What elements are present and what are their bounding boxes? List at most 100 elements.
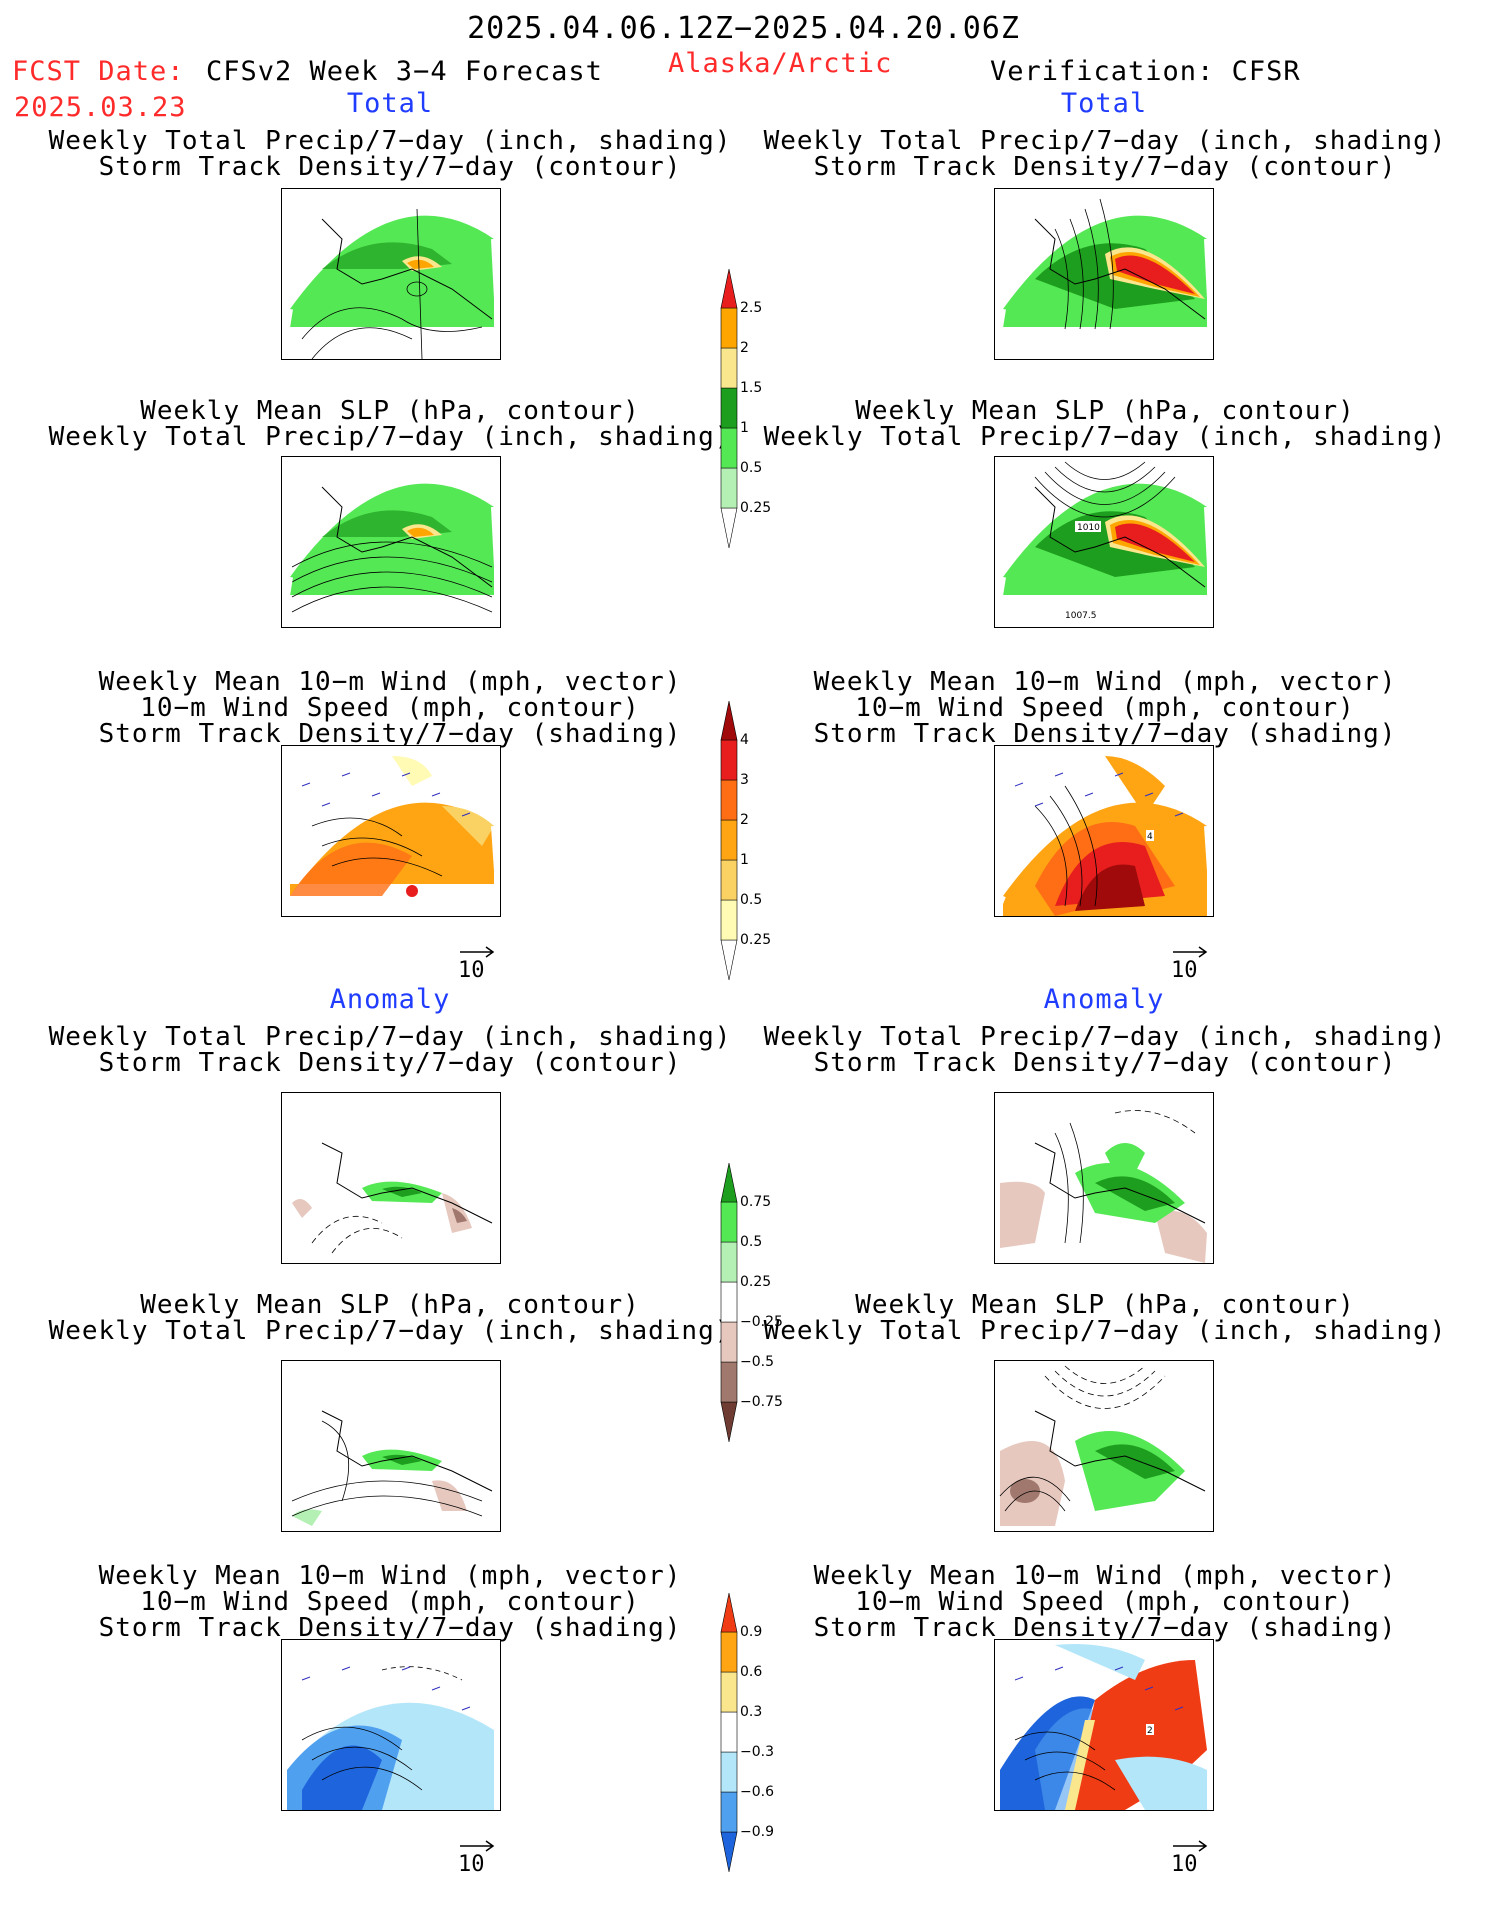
- storm_total-swatches: [720, 700, 738, 981]
- title-r2-a: Weekly Mean SLP (hPa, contour): [855, 396, 1355, 426]
- title-l6-c: Storm Track Density/7−day (shading): [98, 1613, 682, 1643]
- storm_anom-label: 0.9: [740, 1624, 763, 1640]
- title-r4-b: Storm Track Density/7−day (contour): [813, 1048, 1397, 1078]
- storm_total-label: 2: [740, 812, 749, 828]
- precip_total-label: 1.5: [740, 380, 763, 396]
- fcst-date-label: FCST Date:: [12, 56, 185, 87]
- storm_total-label: 3: [740, 772, 749, 788]
- storm_anom-swatches: [720, 1592, 738, 1873]
- colorbar-precip-total: 0.25 0.5 1 1.5 2 2.5: [720, 268, 800, 549]
- title-l6-a: Weekly Mean 10−m Wind (mph, vector): [98, 1561, 682, 1591]
- precip_anom-swatch-2: [720, 1321, 738, 1363]
- vector-ref-label: 10: [1171, 958, 1198, 983]
- title-l4-b: Storm Track Density/7−day (contour): [98, 1048, 682, 1078]
- storm_total-label: 4: [740, 732, 749, 748]
- title-l4-a: Weekly Total Precip/7−day (inch, shading…: [48, 1022, 732, 1052]
- title-l2-b: Weekly Total Precip/7−day (inch, shading…: [48, 422, 732, 452]
- precip_total-swatch-3: [720, 387, 738, 429]
- storm_anom-swatch-0: [720, 1831, 738, 1873]
- precip_anom-label: 0.75: [740, 1194, 772, 1210]
- section-anomaly-left: Anomaly: [329, 984, 451, 1015]
- title-r2-b: Weekly Total Precip/7−day (inch, shading…: [763, 422, 1447, 452]
- map-anom-slp-precip-observed: [994, 1360, 1214, 1532]
- precip_total-label: 2: [740, 340, 749, 356]
- precip_anom-swatches: [720, 1162, 738, 1443]
- colorbar-storm-anom: −0.9 −0.6 −0.3 0.3 0.6 0.9: [720, 1592, 800, 1873]
- title-r4-a: Weekly Total Precip/7−day (inch, shading…: [763, 1022, 1447, 1052]
- map-anom-slp-precip-forecast: [281, 1360, 501, 1532]
- title-l6-b: 10−m Wind Speed (mph, contour): [140, 1587, 640, 1617]
- wind-anom-label-2: 2: [1147, 1726, 1153, 1736]
- precip_total-label: 0.5: [740, 460, 763, 476]
- storm_total-swatch-5: [720, 739, 738, 781]
- title-l3-c: Storm Track Density/7−day (shading): [98, 719, 682, 749]
- storm_anom-label: −0.6: [740, 1784, 774, 1800]
- map-total-slp-precip-observed: 1010 1007.5: [994, 456, 1214, 628]
- product-title: CFSv2 Week 3−4 Forecast: [206, 56, 603, 87]
- precip_anom-label: 0.5: [740, 1234, 763, 1250]
- storm_anom-label: 0.6: [740, 1664, 763, 1680]
- storm_anom-label: −0.9: [740, 1824, 774, 1840]
- precip_total-label: 0.25: [740, 500, 772, 516]
- vector-ref-total-right: 10: [1171, 944, 1211, 984]
- colorbar-precip-anom: −0.75 −0.5 −0.25 0.25 0.5 0.75: [720, 1162, 800, 1443]
- title-r5-b: Weekly Total Precip/7−day (inch, shading…: [763, 1316, 1447, 1346]
- vector-ref-anom-left: 10: [458, 1838, 498, 1878]
- map-total-wind-forecast: [281, 745, 501, 917]
- fcst-date: 2025.03.23: [14, 92, 187, 123]
- storm_anom-swatch-1: [720, 1791, 738, 1833]
- storm_total-swatch-1: [720, 899, 738, 941]
- vector-ref-label: 10: [1171, 1852, 1198, 1877]
- precip_anom-swatch-0: [720, 1401, 738, 1443]
- precip_total-swatch-1: [720, 467, 738, 509]
- title-r1-a: Weekly Total Precip/7−day (inch, shading…: [763, 126, 1447, 156]
- map-anom-wind-forecast: [281, 1639, 501, 1811]
- map-anom-precip-storm-observed: [994, 1092, 1214, 1264]
- vector-ref-anom-right: 10: [1171, 1838, 1211, 1878]
- storm_total-label: 1: [740, 852, 749, 868]
- title-r1-b: Storm Track Density/7−day (contour): [813, 152, 1397, 182]
- vector-ref-label: 10: [458, 958, 485, 983]
- precip_total-swatch-5: [720, 307, 738, 349]
- vector-ref-total-left: 10: [458, 944, 498, 984]
- title-r3-b: 10−m Wind Speed (mph, contour): [855, 693, 1355, 723]
- title-r6-c: Storm Track Density/7−day (shading): [813, 1613, 1397, 1643]
- storm_total-label: 0.25: [740, 932, 772, 948]
- title-l1-b: Storm Track Density/7−day (contour): [98, 152, 682, 182]
- storm_anom-label: −0.3: [740, 1744, 774, 1760]
- title-l2-a: Weekly Mean SLP (hPa, contour): [140, 396, 640, 426]
- precip_anom-swatch-1: [720, 1361, 738, 1403]
- precip_anom-swatch-3: [720, 1281, 738, 1323]
- title-l3-a: Weekly Mean 10−m Wind (mph, vector): [98, 667, 682, 697]
- storm_anom-label: 0.3: [740, 1704, 763, 1720]
- title-r3-a: Weekly Mean 10−m Wind (mph, vector): [813, 667, 1397, 697]
- precip_anom-swatch-6: [720, 1162, 738, 1203]
- storm_anom-swatch-3: [720, 1711, 738, 1753]
- slp-label-1007: 1007.5: [1065, 611, 1097, 621]
- storm_total-swatch-6: [720, 700, 738, 741]
- title-l1-a: Weekly Total Precip/7−day (inch, shading…: [48, 126, 732, 156]
- precip_total-swatch-4: [720, 347, 738, 389]
- precip_total-label: 2.5: [740, 300, 763, 316]
- title-r3-c: Storm Track Density/7−day (shading): [813, 719, 1397, 749]
- map-total-wind-observed: 4: [994, 745, 1214, 917]
- precip_anom-label: −0.75: [740, 1394, 783, 1410]
- region-title: Alaska/Arctic: [668, 48, 893, 79]
- precip_anom-label: −0.25: [740, 1314, 783, 1330]
- precip_total-swatch-6: [720, 268, 738, 309]
- storm_anom-swatch-2: [720, 1751, 738, 1793]
- colorbar-storm-total: 0.25 0.5 1 2 3 4: [720, 700, 800, 981]
- map-total-precip-storm-observed: [994, 188, 1214, 360]
- storm_anom-swatch-6: [720, 1592, 738, 1633]
- title-l3-b: 10−m Wind Speed (mph, contour): [140, 693, 640, 723]
- section-anomaly-right: Anomaly: [1043, 984, 1165, 1015]
- title-l5-b: Weekly Total Precip/7−day (inch, shading…: [48, 1316, 732, 1346]
- wind-speed-label-4: 4: [1147, 832, 1153, 842]
- title-r6-a: Weekly Mean 10−m Wind (mph, vector): [813, 1561, 1397, 1591]
- storm_total-label: 0.5: [740, 892, 763, 908]
- precip_total-label: 1: [740, 420, 749, 436]
- verification-label: Verification: CFSR: [990, 56, 1301, 87]
- precip_total-swatch-0: [720, 507, 738, 549]
- storm_total-swatch-4: [720, 779, 738, 821]
- slp-label-1010: 1010: [1077, 523, 1100, 533]
